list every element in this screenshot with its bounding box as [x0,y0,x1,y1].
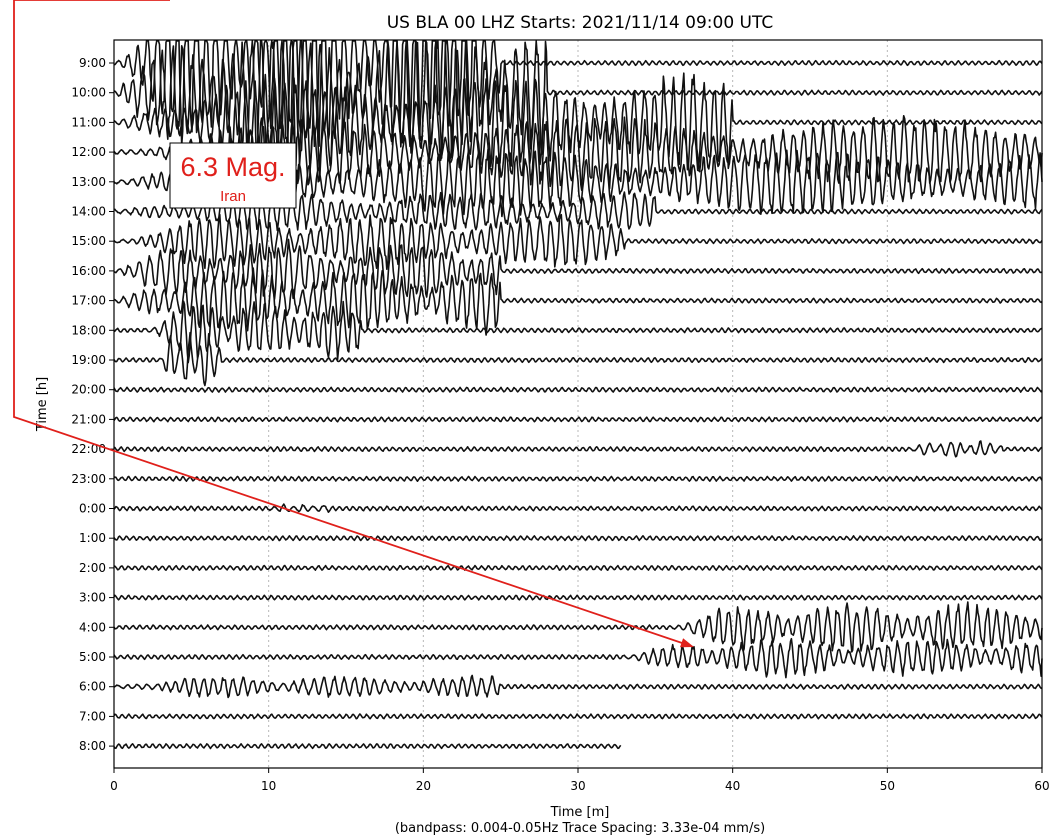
trace-line [113,300,1043,364]
trace-line [113,564,1043,572]
y-tick-label: 12:00 [71,145,106,159]
trace-line [113,40,1043,147]
y-tick-label: 16:00 [71,264,106,278]
y-tick-label: 17:00 [71,294,106,308]
y-tick-label: 3:00 [79,591,106,605]
y-tick-label: 9:00 [79,56,106,70]
trace-line [113,386,1043,393]
y-tick-label: 1:00 [79,531,106,545]
y-tick-label: 6:00 [79,680,106,694]
trace-lines [113,40,1043,750]
trace-line [113,713,1043,720]
annotation-box [169,142,297,209]
y-tick-label: 15:00 [71,234,106,248]
trace-line [113,191,1043,232]
x-axis-subtitle: (bandpass: 0.004-0.05Hz Trace Spacing: 3… [395,821,765,836]
trace-line [113,267,1043,336]
trace-line [113,331,1043,387]
x-tick-label: 50 [880,779,895,793]
trace-line [113,743,622,750]
y-tick-label: 0:00 [79,502,106,516]
x-tick-label: 30 [570,779,585,793]
y-tick-label: 20:00 [71,383,106,397]
x-tick-label: 40 [725,779,740,793]
trace-line [113,238,1043,300]
chart-title: US BLA 00 LHZ Starts: 2021/11/14 09:00 U… [387,13,774,33]
trace-line [113,503,1043,513]
trace-line [113,40,1043,167]
annotation-magnitude: 6.3 Mag. [180,152,285,182]
x-axis-label: Time [m] [550,805,610,820]
trace-line [113,535,1043,542]
y-tick-label: 7:00 [79,709,106,723]
x-tick-label: 0 [110,779,118,793]
trace-line [113,440,1043,458]
trace-line [113,601,1043,653]
y-tick-label: 11:00 [71,115,106,129]
y-tick-label: 4:00 [79,620,106,634]
y-tick-labels: 9:00 10:00 11:00 12:00 13:00 14:00 15:00 16:00 1… [71,56,114,753]
trace-line [113,594,1043,601]
x-tick-label: 10 [261,779,276,793]
trace-line [113,416,1043,423]
trace-line [113,637,1043,679]
x-tick-label: 60 [1034,779,1049,793]
y-tick-label: 23:00 [71,472,106,486]
annotation-arrowhead [680,638,694,648]
x-tick-label: 20 [416,779,431,793]
y-axis-label: Time [h] [35,377,50,432]
annotation-arrow [13,0,689,646]
x-tick-labels: 0 10 20 30 40 50 60 [110,768,1050,793]
y-tick-label: 19:00 [71,353,106,367]
y-tick-label: 10:00 [71,86,106,100]
y-tick-label: 13:00 [71,175,106,189]
annotation-location: Iran [220,188,246,205]
y-tick-label: 18:00 [71,323,106,337]
trace-line [113,475,1043,482]
y-tick-label: 5:00 [79,650,106,664]
trace-line [113,213,1043,270]
event-annotation: 6.3 Mag. Iran [13,0,694,648]
y-tick-label: 22:00 [71,442,106,456]
trace-line [113,674,1043,699]
y-tick-label: 21:00 [71,412,106,426]
y-tick-label: 8:00 [79,739,106,753]
y-tick-label: 14:00 [71,205,106,219]
y-tick-label: 2:00 [79,561,106,575]
